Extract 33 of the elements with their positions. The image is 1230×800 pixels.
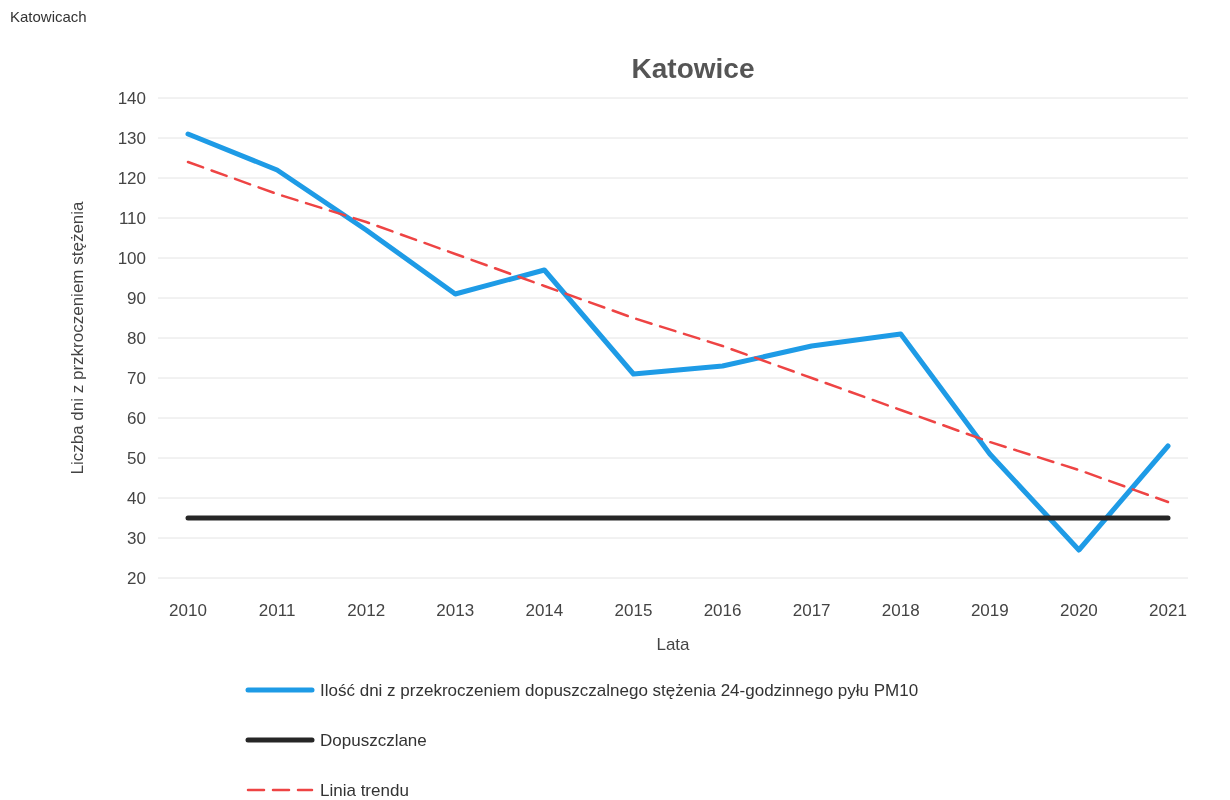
- x-tick-label: 2016: [703, 601, 742, 620]
- y-tick-label: 60: [127, 409, 146, 428]
- line-series: [186, 160, 1170, 504]
- x-tick-label: 2011: [258, 601, 296, 620]
- x-tick-label: 2010: [169, 601, 207, 620]
- y-tick-label: 120: [117, 169, 146, 188]
- y-tick-label: 40: [127, 489, 146, 508]
- y-tick-label: 80: [127, 329, 146, 348]
- y-tick-label: 50: [127, 449, 146, 468]
- x-tick-label: 2017: [792, 601, 831, 620]
- x-tick-label: 2013: [436, 601, 475, 620]
- x-tick-label: 2020: [1059, 601, 1098, 620]
- y-tick-label: 140: [117, 89, 146, 108]
- y-tick-label: 130: [117, 129, 146, 148]
- y-tick-label: 90: [127, 289, 146, 308]
- y-tick-label: 110: [118, 209, 146, 228]
- legend-label: Ilość dni z przekroczeniem dopuszczalnego stężenia 24-godzinnego pyłu PM10: [320, 681, 919, 700]
- legend-label: Linia trendu: [320, 781, 409, 800]
- legend-label: Dopuszczlane: [320, 731, 427, 750]
- y-tick-label: 30: [127, 529, 146, 548]
- chart-title: Katowice: [631, 53, 755, 84]
- y-tick-label: 100: [117, 249, 146, 268]
- y-tick-label: 70: [127, 369, 146, 388]
- x-tick-label: 2019: [970, 601, 1009, 620]
- x-tick-label: 2014: [525, 601, 564, 620]
- x-tick-label: 2021: [1149, 601, 1187, 620]
- text: Katowicach: [10, 8, 87, 25]
- y-tick-label: 20: [127, 569, 146, 588]
- y-axis-title: Liczba dni z przkroczeniem stężenia: [68, 200, 87, 475]
- x-tick-label: 2012: [347, 601, 386, 620]
- x-tick-label: 2018: [881, 601, 920, 620]
- x-axis-title: Lata: [656, 635, 691, 654]
- x-tick-label: 2015: [614, 601, 653, 620]
